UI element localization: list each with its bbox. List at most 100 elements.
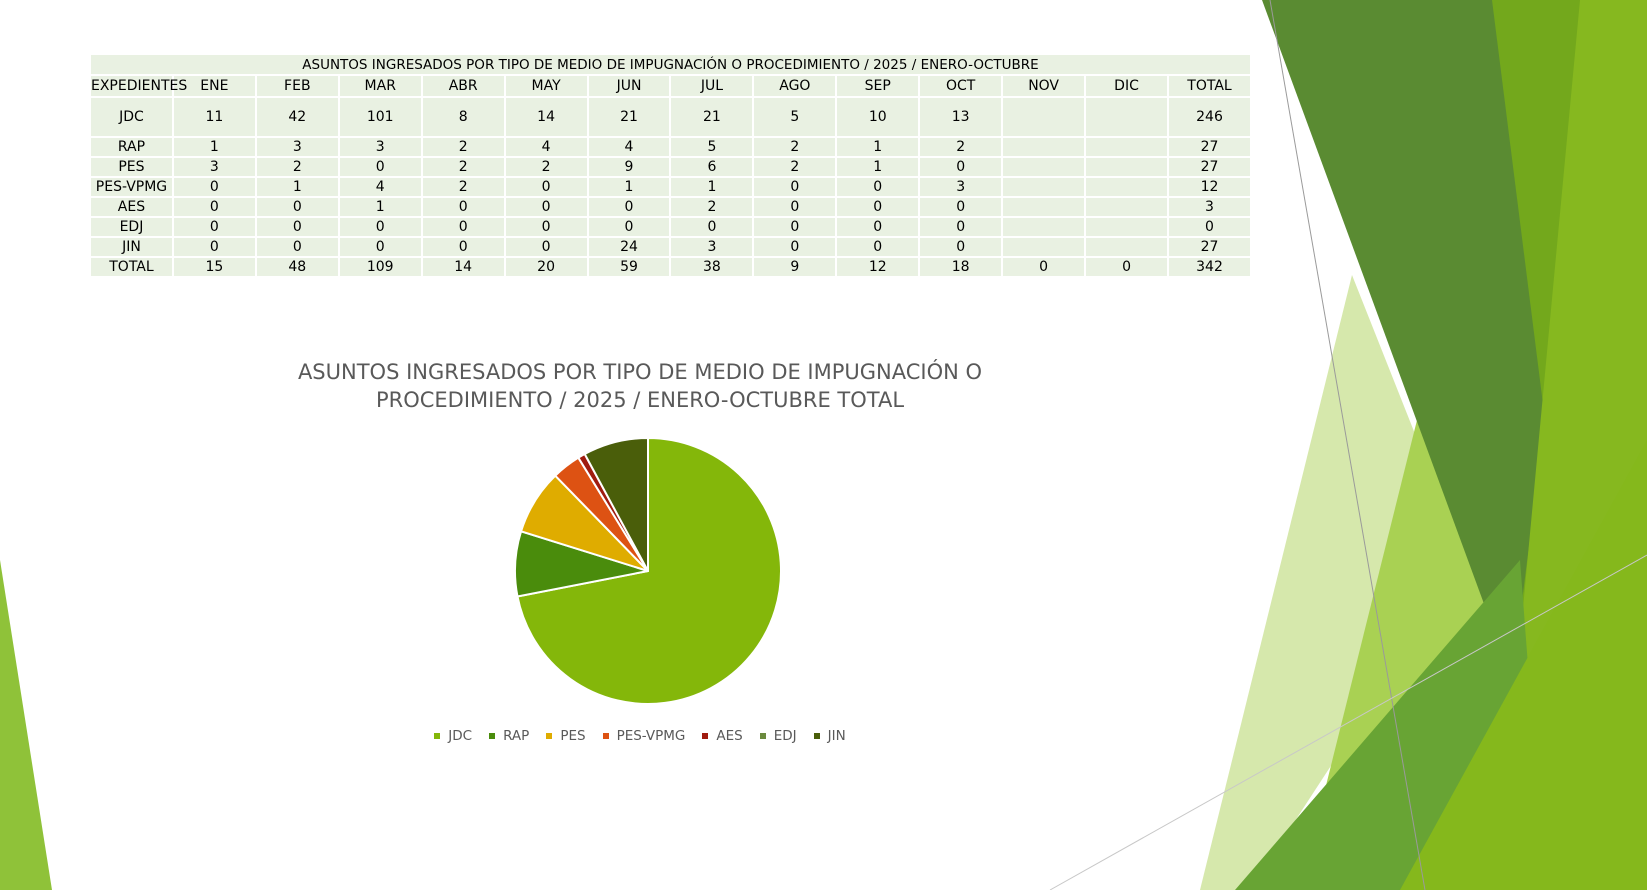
pie-slice-jin	[583, 436, 649, 572]
column-header-mar: MAR	[339, 76, 421, 96]
table-row: AES 0 0 1 0 0 0 2 0 0 0 3	[91, 198, 1250, 216]
table-cell: 3	[256, 138, 338, 156]
chart-legend: JDC RAP PES PES-VPMG AES EDJ JIN	[0, 728, 1280, 744]
column-header-nov: NOV	[1003, 76, 1085, 96]
table-cell: 6	[671, 158, 753, 176]
row-label: PES-VPMG	[91, 178, 172, 196]
legend-swatch	[813, 733, 820, 739]
table-cell: 101	[339, 98, 421, 136]
chart-title: ASUNTOS INGRESADOS POR TIPO DE MEDIO DE …	[297, 360, 983, 412]
table-cell: 21	[671, 98, 753, 136]
table-cell: 4	[588, 138, 670, 156]
table-cell: 24	[588, 238, 670, 256]
table-cell: 246	[1168, 98, 1250, 136]
legend-label: PES-VPMG	[616, 728, 686, 744]
table-cell: 0	[505, 198, 587, 216]
legend-label: EDJ	[773, 728, 797, 744]
table-cell: 2	[422, 138, 504, 156]
table-cell: 42	[256, 98, 338, 136]
pie-slice-jdc	[516, 436, 782, 705]
table-cell: 14	[505, 98, 587, 136]
legend-label: JDC	[448, 728, 473, 744]
table-cell: 0	[920, 218, 1002, 236]
table-cell: 2	[256, 158, 338, 176]
column-header-feb: FEB	[256, 76, 338, 96]
table-cell: 9	[588, 158, 670, 176]
data-table: ASUNTOS INGRESADOS POR TIPO DE MEDIO DE …	[89, 53, 1252, 278]
table-cell: 9	[754, 258, 836, 276]
table-cell: 1	[671, 178, 753, 196]
table-cell	[1003, 138, 1085, 156]
table-cell: 12	[1168, 178, 1250, 196]
row-label: TOTAL	[91, 258, 172, 276]
table-cell: 0	[339, 218, 421, 236]
legend-swatch	[759, 733, 766, 739]
legend-label: PES	[560, 728, 586, 744]
table-cell	[1086, 158, 1167, 176]
row-label: RAP	[91, 138, 172, 156]
table-cell: 0	[173, 238, 255, 256]
row-label: PES	[91, 158, 172, 176]
legend-item-rap: RAP	[489, 728, 529, 744]
legend-label: AES	[716, 728, 743, 744]
table-cell: 2	[671, 198, 753, 216]
table-cell: 3	[671, 238, 753, 256]
legend-swatch	[489, 733, 496, 739]
table-cell	[1086, 138, 1167, 156]
table-cell: 1	[837, 158, 919, 176]
table-cell: 2	[920, 138, 1002, 156]
table-cell: 0	[1168, 218, 1250, 236]
deco-pale-wedge	[1200, 275, 1465, 890]
table-cell: 1	[588, 178, 670, 196]
column-header-dic: DIC	[1086, 76, 1167, 96]
legend-swatch	[434, 733, 441, 739]
table-cell: 21	[588, 98, 670, 136]
column-header-sep: SEP	[837, 76, 919, 96]
table-cell: 4	[505, 138, 587, 156]
column-header-ene: ENE	[173, 76, 255, 96]
table-cell: 13	[920, 98, 1002, 136]
table-cell: 0	[339, 238, 421, 256]
row-label: EDJ	[91, 218, 172, 236]
row-label: JDC	[91, 98, 172, 136]
legend-item-pes: PES	[546, 728, 586, 744]
table-cell: 0	[837, 238, 919, 256]
table-row: JDC 11 42 101 8 14 21 21 5 10 13 246	[91, 98, 1250, 136]
table-cell: 5	[754, 98, 836, 136]
column-header-abr: ABR	[422, 76, 504, 96]
table-cell: 0	[256, 238, 338, 256]
table-cell	[1086, 98, 1167, 136]
table-cell	[1003, 158, 1085, 176]
table-cell: 0	[173, 198, 255, 216]
table-cell: 0	[256, 218, 338, 236]
column-header-oct: OCT	[920, 76, 1002, 96]
table-cell: 0	[339, 158, 421, 176]
row-label: AES	[91, 198, 172, 216]
table-cell: 1	[339, 198, 421, 216]
table-cell: 2	[754, 138, 836, 156]
table-cell: 0	[1086, 258, 1167, 276]
column-header-jun: JUN	[588, 76, 670, 96]
table-cell: 0	[505, 178, 587, 196]
column-header-total: TOTAL	[1168, 76, 1250, 96]
table-cell	[1003, 98, 1085, 136]
table-cell: 0	[422, 238, 504, 256]
deco-dark-top	[1262, 0, 1545, 680]
table-cell: 3	[920, 178, 1002, 196]
table-row: TOTAL 15 48 109 14 20 59 38 9 12 18 0 0 342	[91, 258, 1250, 276]
table-cell: 27	[1168, 158, 1250, 176]
column-header-jul: JUL	[671, 76, 753, 96]
table-cell: 12	[837, 258, 919, 276]
legend-item-pes-vpmg: PES-VPMG	[602, 728, 686, 744]
table-row: PES-VPMG 0 1 4 2 0 1 1 0 0 3 12	[91, 178, 1250, 196]
table-cell: 0	[920, 198, 1002, 216]
table-header-row: EXPEDIENTES ENE FEB MAR ABR MAY JUN JUL AGO SEP OC…	[91, 76, 1250, 96]
column-header-expedientes: EXPEDIENTES	[91, 76, 188, 96]
table-cell: 5	[671, 138, 753, 156]
table-cell: 0	[422, 198, 504, 216]
table-cell: 109	[339, 258, 421, 276]
table-cell: 2	[754, 158, 836, 176]
deco-lower-right	[1400, 440, 1647, 890]
table-title: ASUNTOS INGRESADOS POR TIPO DE MEDIO DE …	[91, 55, 1250, 74]
